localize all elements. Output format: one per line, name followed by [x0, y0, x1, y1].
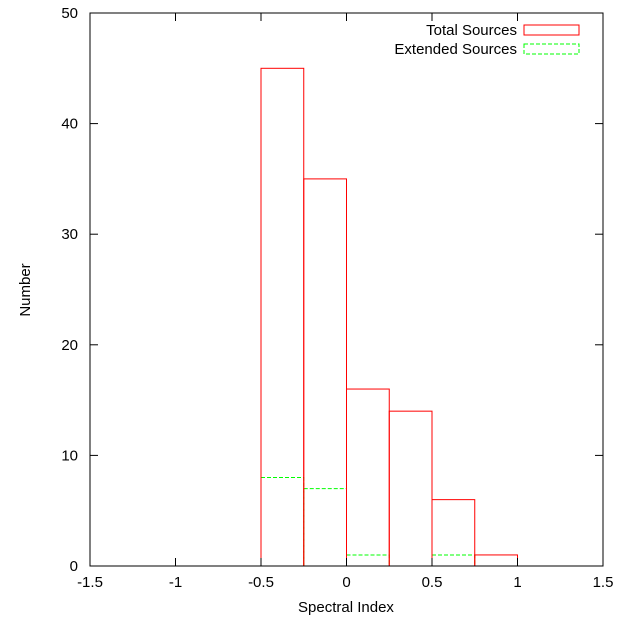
- x-tick-label: 1: [513, 574, 521, 591]
- total-sources-bar: [388, 410, 433, 567]
- y-axis-ticks: 0 10 20 30 40 50: [61, 5, 603, 575]
- x-tick-label: 1.5: [593, 574, 614, 591]
- legend: Total Sources Extended Sources: [394, 22, 580, 58]
- x-axis-ticks: -1.5 -1 -0.5 0 0.5 1 1.5: [77, 13, 613, 591]
- x-tick-label: -1.5: [77, 574, 103, 591]
- x-tick-label: -1: [169, 574, 182, 591]
- extended-sources-bar: [260, 477, 305, 567]
- total-sources-bar: [346, 388, 390, 567]
- y-tick-label: 30: [61, 226, 78, 243]
- plot-area: [89, 12, 604, 567]
- x-tick-label: 0: [342, 574, 350, 591]
- y-tick-label: 40: [61, 116, 78, 133]
- legend-swatch: [523, 43, 580, 55]
- legend-swatch: [523, 24, 580, 36]
- x-tick-label: 0.5: [422, 574, 443, 591]
- y-axis-label: Number: [17, 263, 34, 316]
- extended-sources-bar: [346, 554, 390, 567]
- x-tick-label: -0.5: [248, 574, 274, 591]
- legend-label: Total Sources: [426, 22, 517, 39]
- total-sources-bar: [260, 67, 305, 567]
- y-tick-label: 20: [61, 337, 78, 354]
- total-sources-bar: [303, 178, 347, 567]
- x-axis-label: Spectral Index: [298, 599, 394, 616]
- y-tick-label: 0: [70, 558, 78, 575]
- y-tick-label: 10: [61, 447, 78, 464]
- total-sources-bar: [431, 499, 476, 567]
- extended-sources-bar: [431, 554, 476, 567]
- legend-label: Extended Sources: [394, 41, 517, 58]
- extended-sources-bar: [303, 488, 347, 567]
- total-sources-bar: [474, 554, 518, 567]
- y-tick-label: 50: [61, 5, 78, 22]
